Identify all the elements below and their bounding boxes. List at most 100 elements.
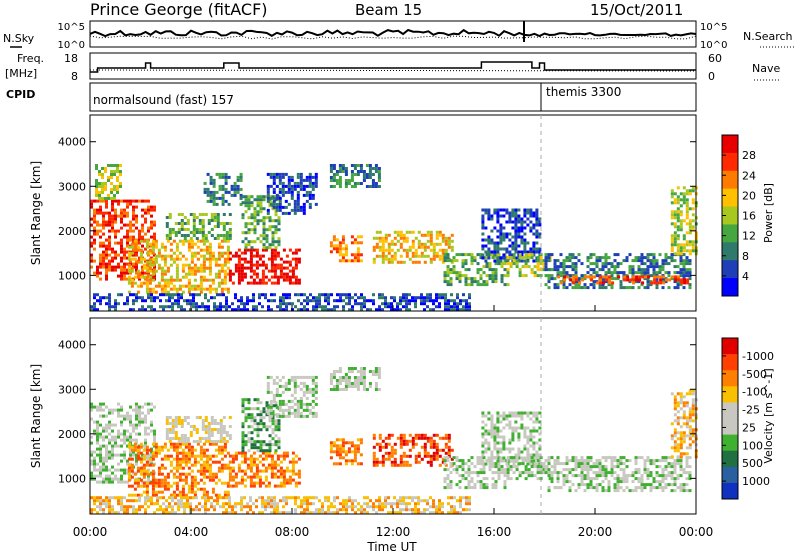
scatter-cell [93,308,96,312]
scatter-cell [142,466,146,470]
scatter-cell [127,493,131,497]
scatter-cell [324,299,327,303]
scatter-cell [497,471,501,475]
scatter-cell [649,274,653,278]
scatter-cell [136,445,140,449]
scatter-cell [679,192,683,196]
scatter-cell [187,457,191,461]
scatter-cell [479,274,483,278]
scatter-cell [550,480,554,484]
scatter-cell [148,472,152,476]
scatter-cell [126,435,129,439]
scatter-cell [132,223,135,227]
scatter-cell [279,305,282,309]
scatter-cell [135,250,138,254]
scatter-cell [184,257,188,261]
scatter-cell [641,281,645,285]
scatter-cell [296,414,300,418]
scatter-cell [273,254,277,258]
scatter-cell [674,278,678,282]
scatter-cell [90,405,93,409]
scatter-cell [308,175,312,179]
scatter-cell [269,184,273,188]
scatter-cell [130,266,134,270]
scatter-cell [285,481,289,485]
scatter-cell [592,253,596,257]
scatter-cell [571,253,575,257]
scatter-cell [243,478,247,482]
scatter-cell [180,440,184,443]
scatter-cell [220,448,224,452]
scatter-cell [96,435,99,439]
scatter-cell [183,237,187,240]
scatter-cell [426,293,429,297]
scatter-cell [308,181,312,185]
scatter-cell [256,210,260,214]
scatter-cell [224,172,228,176]
scatter-cell [181,487,185,491]
freq-panel: Freq. [MHz] 18 8 60 0 Nave [5,52,780,83]
scatter-cell [193,263,197,267]
scatter-cell [282,278,286,282]
scatter-cell [652,271,656,275]
scatter-cell [151,257,155,261]
scatter-cell [172,260,176,264]
scatter-cell [253,446,257,450]
scatter-cell [199,266,203,270]
scatter-cell [420,302,423,306]
scatter-cell [111,480,114,484]
scatter-cell [470,253,474,257]
scatter-cell [220,457,224,461]
scatter-cell [271,404,275,408]
scatter-cell [574,265,578,269]
scatter-cell [530,465,534,469]
nsearch-trace [89,35,697,40]
scatter-cell [523,259,527,263]
scatter-cell [206,199,210,203]
scatter-cell [136,260,140,264]
scatter-cell [479,256,483,260]
scatter-cell [267,466,271,470]
scatter-cell [107,164,110,167]
scatter-cell [181,466,185,470]
scatter-cell [252,305,255,309]
scatter-cell [130,284,134,288]
scatter-cell [247,416,251,420]
scatter-cell [126,480,129,484]
scatter-cell [247,198,251,202]
scatter-cell [258,263,262,267]
scatter-cell [344,173,348,176]
scatter-cell [96,453,99,457]
scatter-cell [205,257,209,261]
scatter-cell [187,278,191,282]
scatter-cell [199,263,203,267]
scatter-cell [178,472,182,476]
scatter-cell [485,256,489,260]
scatter-cell [518,474,522,478]
scatter-cell [168,299,171,303]
scatter-cell [120,271,123,275]
scatter-cell [381,308,384,312]
scatter-cell [338,176,342,179]
scatter-cell [493,241,497,245]
scatter-cell [142,454,146,458]
scatter-cell [372,460,376,464]
scatter-cell [502,417,506,421]
scatter-cell [344,170,348,173]
scatter-cell [676,225,680,229]
scatter-cell [209,190,213,194]
scatter-cell [172,448,176,452]
scatter-cell [490,217,494,221]
scatter-cell [532,426,536,430]
scatter-cell [211,475,215,479]
scatter-cell [536,268,540,272]
scatter-cell [150,296,153,300]
scatter-cell [293,375,297,379]
scatter-cell [598,259,602,263]
scatter-cell [145,278,149,282]
scatter-cell [309,299,312,303]
scatter-cell [193,242,197,246]
scatter-cell [281,205,285,209]
scatter-cell [126,296,129,300]
scatter-cell [169,484,173,488]
